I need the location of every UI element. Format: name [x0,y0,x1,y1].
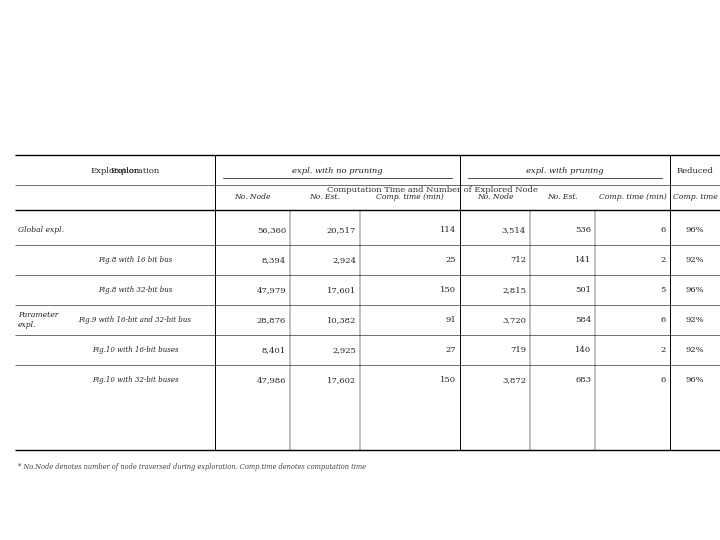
Text: 2,815: 2,815 [502,286,526,294]
Text: 92%: 92% [685,256,704,264]
Text: No. Node: No. Node [234,193,271,201]
Text: 3,514: 3,514 [502,226,526,234]
Text: 20,517: 20,517 [327,226,356,234]
Text: Fig.10 with 16-bit buses: Fig.10 with 16-bit buses [91,346,179,354]
Text: Parameter
expl.: Parameter expl. [18,311,58,329]
Text: No. Est.: No. Est. [547,193,578,201]
Text: No. Node: No. Node [477,193,513,201]
Text: 27: 27 [446,346,456,354]
Text: expl. with pruning: expl. with pruning [526,167,604,175]
Text: 25: 25 [446,256,456,264]
Text: 6: 6 [661,226,666,234]
Text: expl. with no pruning: expl. with no pruning [292,167,383,175]
Text: 96%: 96% [685,376,704,384]
Text: 140: 140 [575,346,591,354]
Text: 2,925: 2,925 [332,346,356,354]
Text: 150: 150 [440,376,456,384]
Text: 8,401: 8,401 [262,346,286,354]
Text: Fig.8 with 32-bit bus: Fig.8 with 32-bit bus [98,286,172,294]
Text: 28,876: 28,876 [257,316,286,324]
Text: 3,720: 3,720 [502,316,526,324]
Text: Comp. time: Comp. time [672,193,717,201]
Text: 36: 36 [349,515,371,530]
Text: 10,382: 10,382 [327,316,356,324]
Text: 114: 114 [440,226,456,234]
Text: 719: 719 [510,346,526,354]
Text: 96%: 96% [685,286,704,294]
Text: 5: 5 [661,286,666,294]
Text: 47,979: 47,979 [256,286,286,294]
Text: 536: 536 [575,226,591,234]
Text: Comp. time (min): Comp. time (min) [376,193,444,201]
Text: 2: 2 [661,256,666,264]
Text: Fig.8 with 16 bit bus: Fig.8 with 16 bit bus [98,256,172,264]
Text: 150: 150 [440,286,456,294]
Text: 2,924: 2,924 [332,256,356,264]
Text: Fig.10 with 32-bit buses: Fig.10 with 32-bit buses [91,376,179,384]
Text: Global expl.: Global expl. [18,226,64,234]
Text: Fig.9 with 16-bit and 32-bit bus: Fig.9 with 16-bit and 32-bit bus [78,316,192,324]
Text: 683: 683 [575,376,591,384]
Text: Reduced: Reduced [677,167,714,175]
Text: 17,602: 17,602 [327,376,356,384]
Text: 501: 501 [575,286,591,294]
Text: 6: 6 [661,376,666,384]
Text: 712: 712 [510,256,526,264]
Text: 56,360: 56,360 [257,226,286,234]
Text: Exploration: Exploration [91,167,140,175]
Text: 92%: 92% [685,346,704,354]
Text: 2: 2 [661,346,666,354]
Text: On-Chip Communication Buffer Architecture Optimization Considering Bus Width: On-Chip Communication Buffer Architectur… [57,11,663,24]
Text: 8,394: 8,394 [262,256,286,264]
Text: 91: 91 [445,316,456,324]
Text: Experiment & Results: Experiment & Results [251,76,469,94]
Text: * No.Node denotes number of node traversed during exploration. Comp.time denotes: * No.Node denotes number of node travers… [18,463,366,471]
Text: 47,986: 47,986 [256,376,286,384]
Text: 141: 141 [575,256,591,264]
Text: 3,872: 3,872 [502,376,526,384]
Text: 92%: 92% [685,316,704,324]
Text: 6: 6 [661,316,666,324]
Text: 584: 584 [575,316,591,324]
Text: Computation Time and Number of Explored Node: Computation Time and Number of Explored … [327,186,538,194]
Text: No. Est.: No. Est. [310,193,341,201]
Text: 17,601: 17,601 [327,286,356,294]
Text: 96%: 96% [685,226,704,234]
Text: Exploration: Exploration [110,167,160,175]
Text: Comp. time (min): Comp. time (min) [598,193,667,201]
